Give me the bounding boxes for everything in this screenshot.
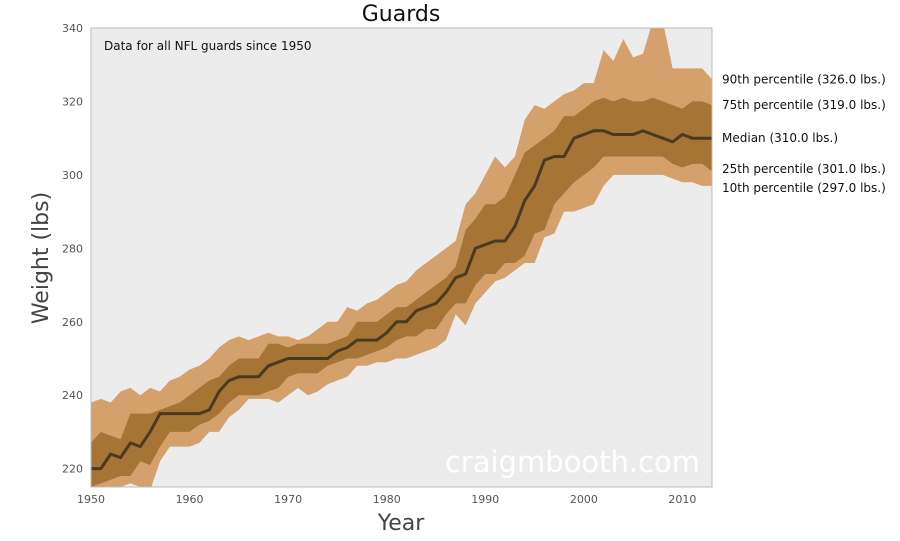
y-tick-label: 320 (62, 95, 83, 108)
y-tick-label: 280 (62, 242, 83, 255)
series-label: 10th percentile (297.0 lbs.) (722, 181, 886, 195)
x-tick-label: 1970 (274, 493, 302, 506)
x-tick-label: 2000 (570, 493, 598, 506)
series-label: 25th percentile (301.0 lbs.) (722, 162, 886, 176)
series-label: 90th percentile (326.0 lbs.) (722, 72, 886, 86)
y-tick-label: 300 (62, 169, 83, 182)
median-line (91, 129, 712, 471)
y-axis-ticks: 220 240 260 280 300 320 340 (62, 22, 83, 476)
watermark: craigmbooth.com (445, 445, 700, 479)
chart-title: Guards (362, 2, 441, 27)
median-line-group (91, 129, 712, 471)
x-tick-label: 1980 (373, 493, 401, 506)
band-25th-75th-percentile (91, 97, 712, 487)
series-labels: 90th percentile (326.0 lbs.) 75th percent… (722, 72, 886, 194)
x-tick-label: 1960 (176, 493, 204, 506)
y-tick-label: 260 (62, 316, 83, 329)
x-axis-label: Year (377, 511, 426, 536)
y-tick-label: 240 (62, 389, 83, 402)
x-tick-label: 1990 (471, 493, 499, 506)
plot-frame (90, 27, 713, 488)
percentile-bands (91, 28, 712, 487)
x-tick-label: 1950 (77, 493, 105, 506)
y-tick-label: 220 (62, 463, 83, 476)
y-tick-label: 340 (62, 22, 83, 35)
x-tick-label: 2010 (668, 493, 696, 506)
chart-annotation: Data for all NFL guards since 1950 (104, 39, 312, 53)
series-label: 75th percentile (319.0 lbs.) (722, 98, 886, 112)
y-axis-label: Weight (lbs) (29, 192, 54, 324)
series-label: Median (310.0 lbs.) (722, 131, 838, 145)
x-axis-ticks: 1950 1960 1970 1980 1990 2000 2010 (77, 493, 696, 506)
